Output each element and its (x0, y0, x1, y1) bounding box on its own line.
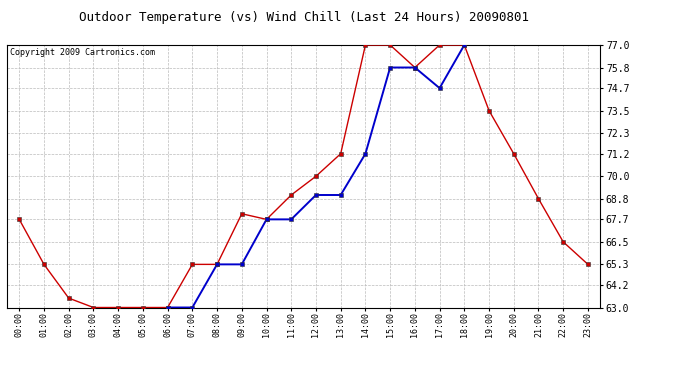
Text: Copyright 2009 Cartronics.com: Copyright 2009 Cartronics.com (10, 48, 155, 57)
Text: Outdoor Temperature (vs) Wind Chill (Last 24 Hours) 20090801: Outdoor Temperature (vs) Wind Chill (Las… (79, 11, 529, 24)
